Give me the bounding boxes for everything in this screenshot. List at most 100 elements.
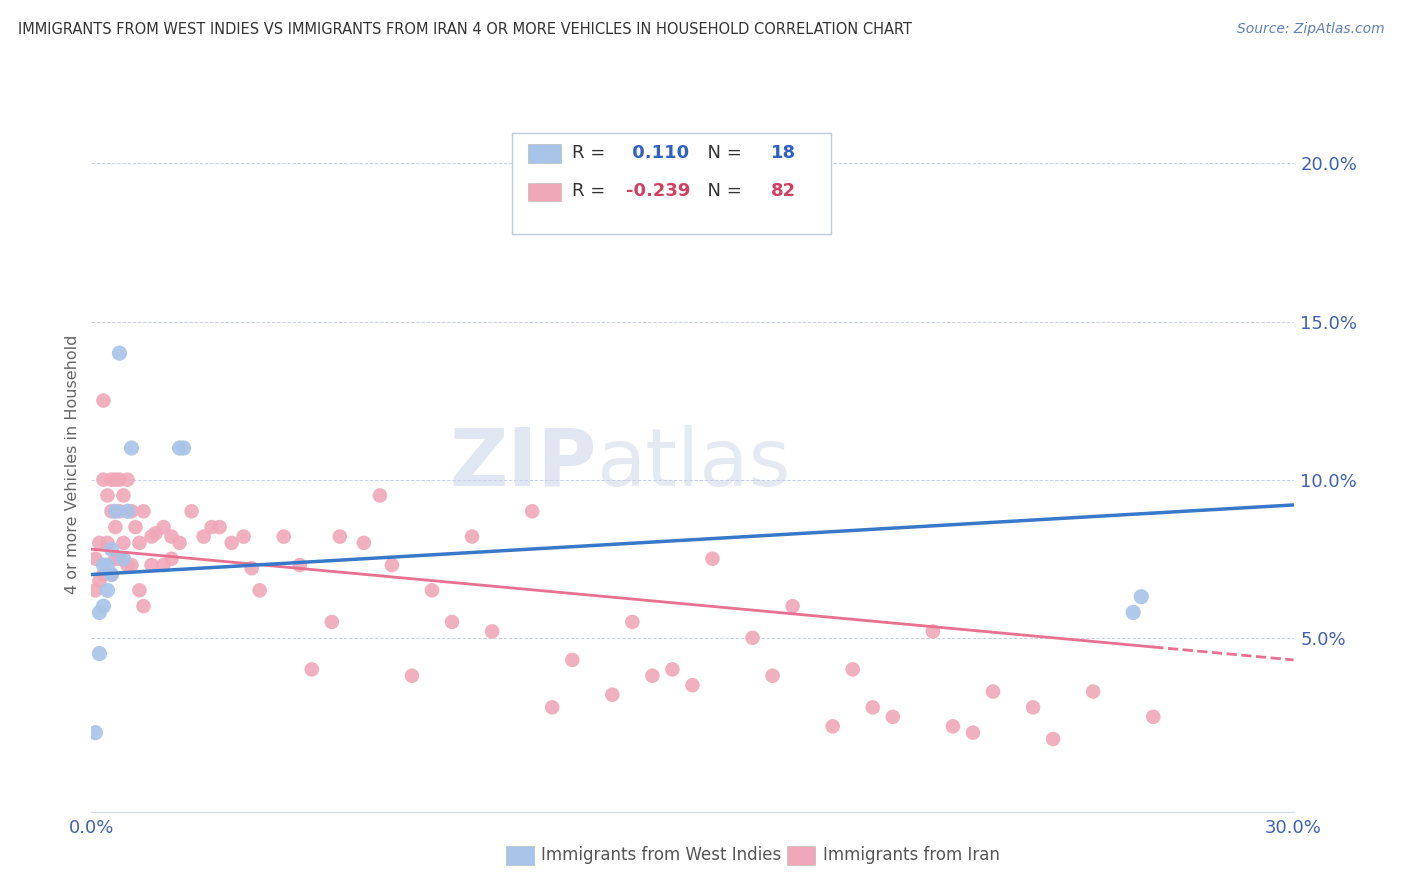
Point (249, 583, 271, 598)
Point (89, 647, 111, 661)
FancyBboxPatch shape (512, 134, 831, 235)
Text: Immigrants from Iran: Immigrants from Iran (823, 847, 1000, 864)
Point (180, 504, 202, 518)
Point (117, 558, 139, 572)
Point (96, 536, 118, 550)
Point (301, 662, 323, 676)
Point (121, 558, 143, 572)
Point (541, 700, 564, 714)
Point (661, 662, 683, 676)
Point (84, 551, 107, 566)
Point (621, 615, 644, 629)
Point (762, 669, 785, 683)
Point (152, 520, 174, 534)
Point (104, 473, 127, 487)
Point (273, 530, 295, 544)
Point (240, 561, 263, 575)
Point (160, 551, 183, 566)
Point (121, 504, 143, 518)
Point (1022, 700, 1045, 714)
Point (160, 530, 183, 544)
Point (141, 530, 163, 544)
Point (108, 504, 131, 518)
Point (173, 441, 195, 455)
Point (145, 526, 167, 541)
Text: -0.239: -0.239 (626, 182, 690, 200)
Point (942, 719, 965, 733)
Text: atlas: atlas (596, 425, 790, 503)
Point (93, 599, 115, 614)
Point (124, 520, 146, 534)
Point (922, 624, 945, 639)
Point (641, 669, 664, 683)
Point (420, 583, 443, 598)
Point (104, 551, 127, 566)
Y-axis label: 4 or more Vehicles in Household: 4 or more Vehicles in Household (65, 334, 80, 593)
Point (681, 678, 703, 692)
Point (862, 700, 884, 714)
Point (128, 536, 150, 550)
Point (112, 551, 135, 566)
Point (702, 551, 724, 566)
Point (440, 615, 463, 629)
Point (112, 488, 135, 502)
Point (89, 536, 111, 550)
Point (741, 631, 763, 645)
Point (96, 583, 118, 598)
Point (100, 567, 122, 582)
Point (321, 615, 343, 629)
Text: R =: R = (572, 144, 612, 161)
Point (93, 567, 115, 582)
Point (128, 583, 150, 598)
Point (117, 473, 139, 487)
Point (121, 441, 143, 455)
Point (232, 530, 254, 544)
Point (100, 542, 122, 557)
Point (1142, 710, 1164, 724)
Text: Immigrants from West Indies: Immigrants from West Indies (541, 847, 782, 864)
Point (100, 504, 122, 518)
Point (100, 567, 122, 582)
Text: 82: 82 (770, 182, 796, 200)
Point (353, 536, 375, 550)
Point (561, 653, 583, 667)
Text: 18: 18 (770, 144, 796, 161)
Point (112, 536, 135, 550)
Point (193, 530, 215, 544)
Text: N =: N = (696, 144, 748, 161)
Point (132, 504, 155, 518)
Point (84, 583, 107, 598)
Point (89, 606, 111, 620)
Point (522, 504, 544, 518)
Point (841, 662, 863, 676)
Point (104, 504, 127, 518)
Point (1083, 684, 1105, 698)
FancyBboxPatch shape (527, 145, 561, 162)
Point (288, 558, 311, 572)
Point (329, 530, 352, 544)
Point (93, 473, 115, 487)
Point (108, 551, 131, 566)
Text: N =: N = (696, 182, 748, 200)
Point (981, 684, 1004, 698)
Point (93, 558, 115, 572)
Point (481, 624, 503, 639)
Point (882, 710, 904, 724)
Point (962, 725, 984, 739)
Point (782, 599, 804, 614)
Text: Source: ZipAtlas.com: Source: ZipAtlas.com (1237, 22, 1385, 37)
Point (1122, 606, 1144, 620)
Text: ZIP: ZIP (449, 425, 596, 503)
Point (381, 558, 404, 572)
Point (169, 536, 191, 550)
Point (461, 530, 484, 544)
Point (108, 473, 131, 487)
Point (104, 520, 127, 534)
Text: 0.110: 0.110 (626, 144, 689, 161)
Point (108, 346, 131, 360)
Text: R =: R = (572, 182, 612, 200)
Point (152, 558, 174, 572)
Point (169, 441, 191, 455)
Point (602, 688, 624, 702)
Point (821, 719, 844, 733)
